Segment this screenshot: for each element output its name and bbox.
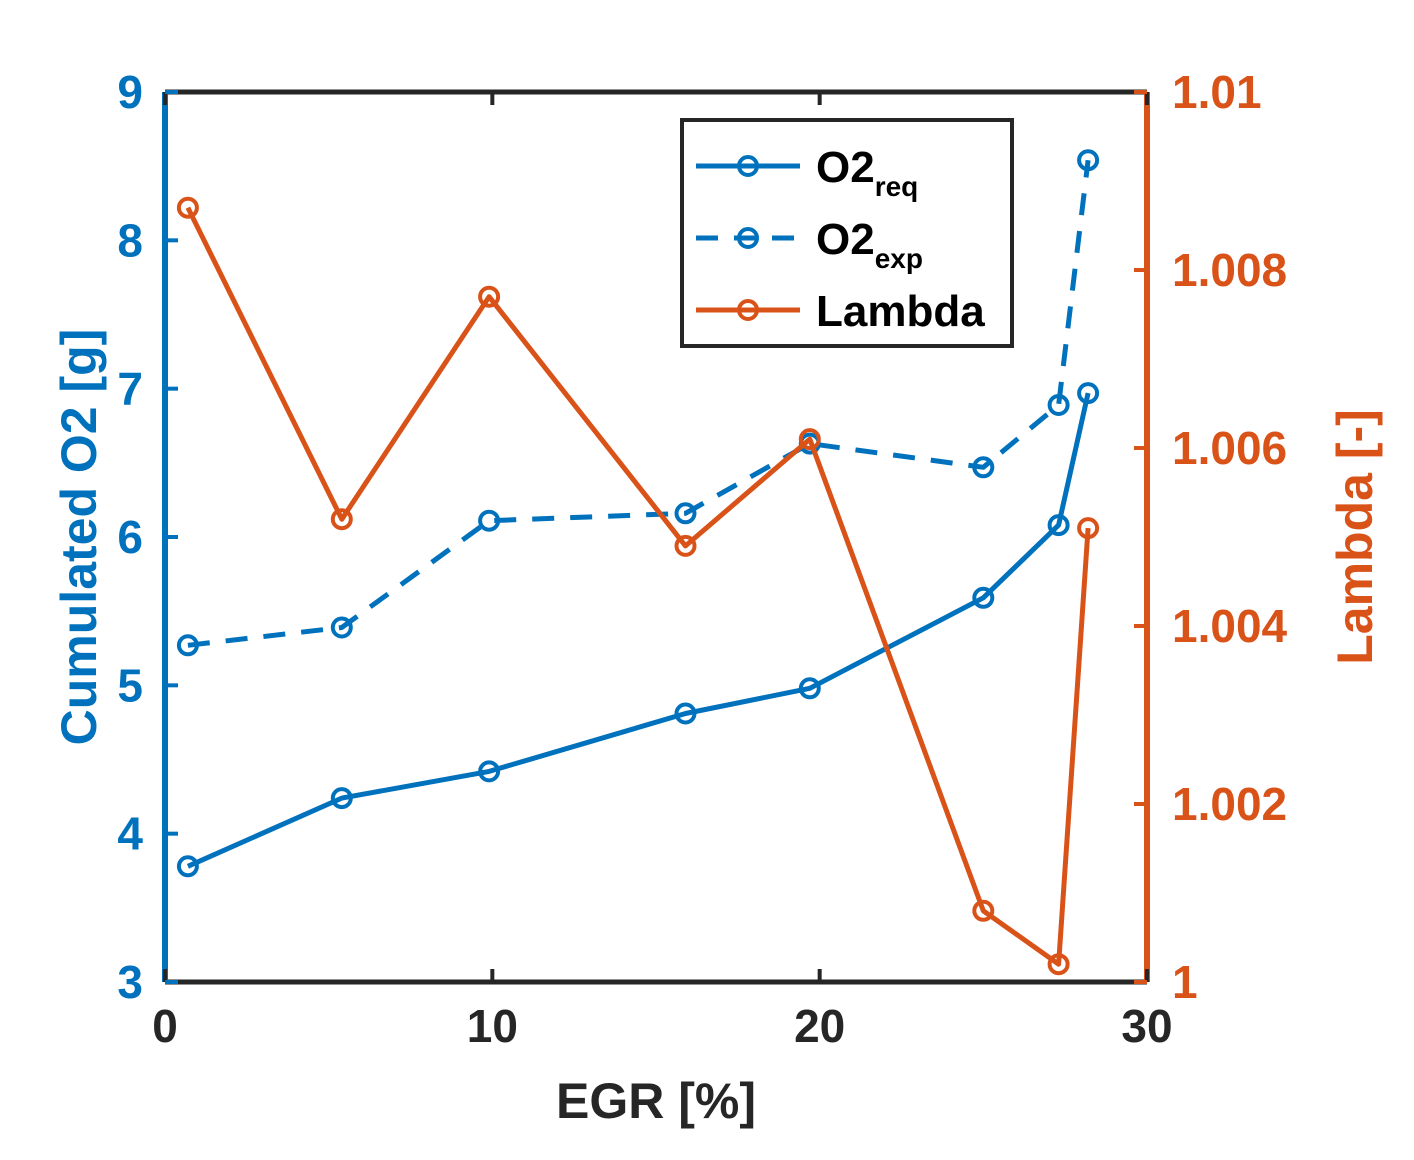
- y-right-tick-label: 1.004: [1172, 600, 1288, 652]
- data-point: [972, 899, 995, 922]
- y-left-tick-label: 7: [117, 363, 143, 415]
- data-point: [176, 196, 199, 219]
- y-right-tick-label: 1.008: [1172, 244, 1287, 296]
- y-left-tick-label: 4: [117, 808, 143, 860]
- series-layer: [176, 149, 1100, 976]
- x-tick-label: 20: [794, 1000, 845, 1052]
- x-tick-label: 10: [467, 1000, 518, 1052]
- legend-marker: [737, 299, 759, 321]
- x-tick-label: 0: [152, 1000, 178, 1052]
- data-point: [674, 702, 697, 725]
- legend-label-main: O2: [816, 215, 875, 264]
- y-right-tick-label: 1.01: [1172, 66, 1262, 118]
- x-axis-title: EGR [%]: [556, 1073, 756, 1129]
- legend-marker: [737, 227, 759, 249]
- legend-label-main: Lambda: [816, 287, 985, 336]
- data-point: [972, 586, 995, 609]
- data-point: [330, 508, 353, 531]
- legend-item: O2exp: [696, 215, 923, 274]
- y-right-tick-label: 1.006: [1172, 422, 1287, 474]
- y-left-tick-label: 8: [117, 214, 143, 266]
- data-point: [1047, 953, 1070, 976]
- data-point: [1047, 394, 1070, 416]
- y-left-tick-label: 3: [117, 956, 143, 1008]
- data-point: [478, 285, 501, 308]
- data-point: [330, 787, 353, 810]
- legend-box: [680, 118, 1014, 348]
- tick-layer: 0 10 20 30 3 4 5 6 7 8 9 1 1.002 1.004 1.006 1.008 1.01: [117, 66, 1287, 1052]
- legend-label-main: O2: [816, 143, 875, 192]
- legend-label: O2exp: [816, 215, 923, 274]
- data-point: [972, 456, 995, 479]
- y-axis-left-title: Cumulated O2 [g]: [51, 329, 107, 746]
- series-line: [187, 159, 1091, 648]
- series-line: [185, 206, 1091, 967]
- y-left-tick-label: 6: [117, 511, 143, 563]
- data-point: [1077, 517, 1100, 540]
- y-right-tick-label: 1.002: [1172, 778, 1287, 830]
- data-point: [176, 634, 199, 657]
- y-right-tick-label: 1: [1172, 956, 1198, 1008]
- legend-item: Lambda: [696, 287, 985, 336]
- data-point: [478, 760, 501, 783]
- data-point: [1077, 149, 1100, 172]
- data-point: [330, 616, 353, 639]
- legend-label: O2req: [816, 143, 918, 202]
- data-point: [1077, 382, 1100, 405]
- x-tick-label: 30: [1121, 1000, 1172, 1052]
- legend-item: O2req: [696, 143, 918, 202]
- data-point: [478, 509, 501, 532]
- y-axis-right-title: Lambda [-]: [1327, 409, 1383, 665]
- data-point: [1047, 514, 1070, 537]
- data-point: [674, 502, 697, 525]
- data-point: [798, 677, 821, 700]
- y-left-tick-label: 9: [117, 66, 143, 118]
- legend-marker: [737, 155, 759, 177]
- data-point: [798, 428, 821, 451]
- legend-label-subscript: exp: [875, 243, 923, 274]
- y-left-tick-label: 5: [117, 659, 143, 711]
- series-lambda: [176, 196, 1100, 976]
- data-point: [674, 534, 697, 557]
- series-line: [186, 392, 1091, 869]
- series-o2-req: [176, 382, 1100, 878]
- legend-label: Lambda: [816, 287, 985, 336]
- data-point: [176, 855, 199, 878]
- legend-label-subscript: req: [875, 171, 919, 202]
